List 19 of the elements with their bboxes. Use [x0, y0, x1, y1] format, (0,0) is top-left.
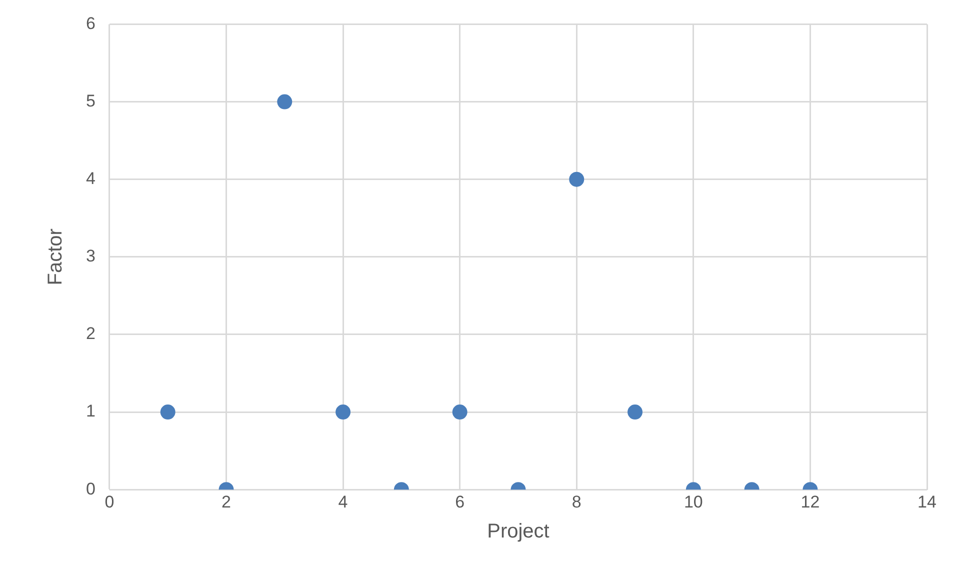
- y-tick-label: 6: [86, 14, 96, 33]
- y-tick-label: 5: [86, 91, 96, 110]
- y-tick-label: 3: [86, 246, 96, 266]
- x-tick-label: 12: [800, 492, 820, 512]
- x-tick-label: 6: [455, 492, 465, 512]
- point: [569, 172, 584, 187]
- x-tick-label: 10: [684, 492, 703, 512]
- x-tick-label: 4: [338, 492, 348, 512]
- x-axis-title: Project: [487, 520, 550, 543]
- x-tick-label: 0: [104, 492, 114, 512]
- x-tick-label: 14: [918, 492, 936, 512]
- point: [277, 94, 292, 110]
- y-axis-title: Factor: [44, 228, 67, 286]
- y-tick-label: 1: [86, 402, 96, 421]
- x-tick-label: 2: [222, 492, 231, 512]
- x-tick-label: 8: [572, 492, 582, 512]
- y-tick-label: 0: [86, 479, 96, 498]
- y-tick-label: 2: [86, 324, 96, 344]
- y-tick-label: 4: [86, 169, 96, 188]
